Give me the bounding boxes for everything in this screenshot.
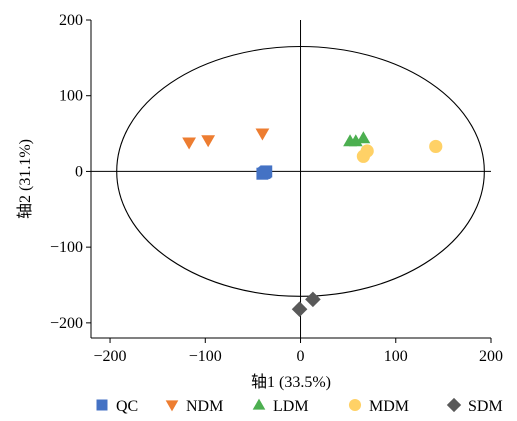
- data-point-ndm: [255, 128, 270, 141]
- y-axis-title: 轴2 (31.1%): [16, 139, 34, 219]
- plot-frame: [90, 20, 491, 339]
- x-tick-label: −200: [94, 348, 127, 365]
- data-point-ldm: [348, 134, 363, 147]
- legend-item-sdm: SDM: [446, 397, 503, 415]
- legend-label: SDM: [468, 398, 503, 415]
- data-point-ldm: [356, 131, 371, 144]
- legend-label: LDM: [273, 398, 309, 415]
- data-point-ndm: [182, 137, 196, 150]
- data-point-qc: [258, 166, 271, 179]
- legend-label: MDM: [369, 398, 409, 415]
- x-tick-label: 100: [384, 348, 408, 365]
- reference-lines-layer: [91, 20, 491, 338]
- legend-marker-ldm: [252, 398, 266, 410]
- y-tick-label: 100: [59, 88, 83, 105]
- data-point-sdm: [291, 301, 308, 318]
- x-tick-label: 200: [479, 348, 503, 365]
- legend-label: QC: [116, 398, 138, 415]
- legend-item-ndm: NDM: [165, 398, 223, 415]
- series-ldm: [343, 131, 371, 147]
- y-tick-label: 0: [75, 163, 83, 180]
- series-ndm: [182, 128, 270, 150]
- data-points-layer: [182, 128, 443, 318]
- x-tick-label: 0: [297, 348, 305, 365]
- legend-marker-qc: [96, 399, 108, 411]
- y-tick-label: 200: [59, 12, 83, 29]
- y-tick-label: −200: [50, 315, 83, 332]
- legend-marker-mdm: [348, 398, 362, 412]
- data-point-mdm: [429, 139, 443, 154]
- series-mdm: [356, 139, 443, 163]
- data-point-mdm: [360, 144, 374, 158]
- legend-label: NDM: [186, 398, 223, 415]
- legend-item-qc: QC: [96, 398, 138, 415]
- legend: QC NDM LDM MDM SDM: [96, 397, 503, 415]
- data-point-ndm: [201, 135, 216, 148]
- x-axis-title: 轴1 (33.5%): [251, 373, 331, 391]
- axis-ticks-layer: −200 −100 0 100 200 −200 −100 0 100 200: [50, 12, 503, 365]
- y-tick-label: −100: [50, 239, 83, 256]
- legend-marker-sdm: [446, 397, 462, 413]
- legend-item-ldm: LDM: [252, 398, 309, 415]
- data-point-sdm: [305, 291, 321, 308]
- legend-item-mdm: MDM: [348, 398, 409, 415]
- series-qc: [256, 165, 273, 180]
- series-sdm: [291, 291, 321, 318]
- legend-marker-ndm: [165, 400, 179, 412]
- x-tick-label: −100: [189, 348, 222, 365]
